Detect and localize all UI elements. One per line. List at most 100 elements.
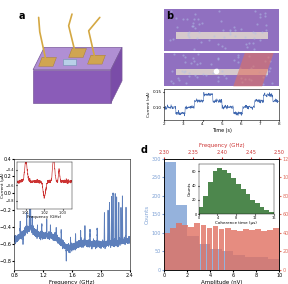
Point: [200, 71, 205, 76]
Point: [222, 46, 227, 51]
Point: [236, 72, 240, 76]
Point: [267, 59, 272, 63]
Bar: [261, 231, 267, 270]
Point: [224, 76, 229, 81]
Point: [168, 37, 173, 42]
Point: [269, 80, 274, 85]
Point: [190, 20, 195, 25]
Point: [239, 80, 244, 84]
Point: [236, 54, 240, 59]
Bar: [176, 68, 268, 75]
Point: [264, 22, 268, 27]
Point: [260, 75, 265, 79]
Point: [193, 26, 198, 31]
Point: [252, 47, 256, 51]
Polygon shape: [39, 57, 56, 66]
Bar: [243, 229, 249, 270]
Point: [253, 9, 257, 13]
X-axis label: Amplitude (nV): Amplitude (nV): [201, 280, 242, 284]
Point: [195, 62, 200, 66]
Point: [177, 78, 181, 82]
Bar: [279, 231, 285, 270]
Point: [191, 59, 196, 63]
Point: [251, 30, 255, 34]
Point: [199, 40, 203, 45]
Bar: [200, 225, 206, 270]
Point: [169, 9, 174, 14]
Point: [249, 66, 253, 70]
Point: [263, 69, 268, 74]
PathPatch shape: [233, 53, 274, 86]
Bar: [164, 233, 170, 270]
Point: [266, 55, 270, 59]
Point: [257, 38, 262, 43]
Bar: [255, 229, 261, 270]
Bar: [219, 229, 224, 270]
Point: [189, 61, 194, 66]
Point: [192, 12, 197, 16]
Point: [257, 14, 262, 19]
Point: [183, 69, 187, 73]
Point: [261, 82, 266, 87]
Point: [263, 28, 268, 33]
Point: [245, 45, 249, 49]
Point: [253, 31, 258, 35]
Point: [195, 75, 200, 79]
Point: [235, 60, 240, 65]
Point: [211, 70, 216, 75]
Polygon shape: [33, 70, 111, 103]
Point: [243, 42, 248, 46]
Bar: [176, 205, 187, 270]
Point: [220, 69, 224, 74]
Point: [264, 73, 268, 78]
Point: [192, 47, 196, 52]
Point: [243, 76, 247, 81]
Point: [186, 31, 190, 36]
Point: [246, 53, 251, 58]
Point: [263, 14, 267, 18]
Point: [238, 66, 243, 71]
Point: [227, 32, 232, 37]
Point: [204, 72, 209, 77]
Bar: [231, 230, 237, 270]
Point: [181, 17, 185, 22]
Point: [182, 70, 186, 75]
Point: [215, 67, 220, 72]
Point: [187, 29, 191, 34]
Point: [176, 76, 181, 80]
Bar: [164, 9, 279, 51]
Bar: [164, 53, 279, 86]
Polygon shape: [111, 47, 122, 103]
Point: [243, 34, 248, 39]
Point: [185, 16, 190, 21]
Point: [216, 78, 221, 83]
Point: [260, 30, 264, 34]
Bar: [164, 162, 176, 270]
Bar: [182, 225, 188, 270]
Point: [169, 69, 174, 73]
Point: [219, 44, 224, 49]
Bar: [187, 237, 199, 270]
Bar: [199, 244, 210, 270]
Point: [209, 61, 213, 66]
Point: [238, 27, 243, 31]
Point: [257, 11, 262, 16]
Bar: [256, 257, 268, 270]
Point: [215, 57, 220, 61]
Point: [173, 16, 178, 21]
Text: b: b: [166, 11, 174, 21]
Point: [198, 60, 202, 65]
Point: [181, 52, 185, 57]
Point: [190, 24, 194, 28]
Bar: [273, 228, 279, 270]
Point: [196, 30, 201, 34]
Point: [221, 28, 226, 32]
Bar: [63, 59, 76, 65]
Point: [171, 81, 176, 85]
Point: [187, 35, 191, 39]
Bar: [225, 228, 231, 270]
Point: [194, 35, 199, 40]
Point: [263, 59, 267, 63]
Point: [216, 41, 221, 46]
Point: [228, 27, 233, 32]
